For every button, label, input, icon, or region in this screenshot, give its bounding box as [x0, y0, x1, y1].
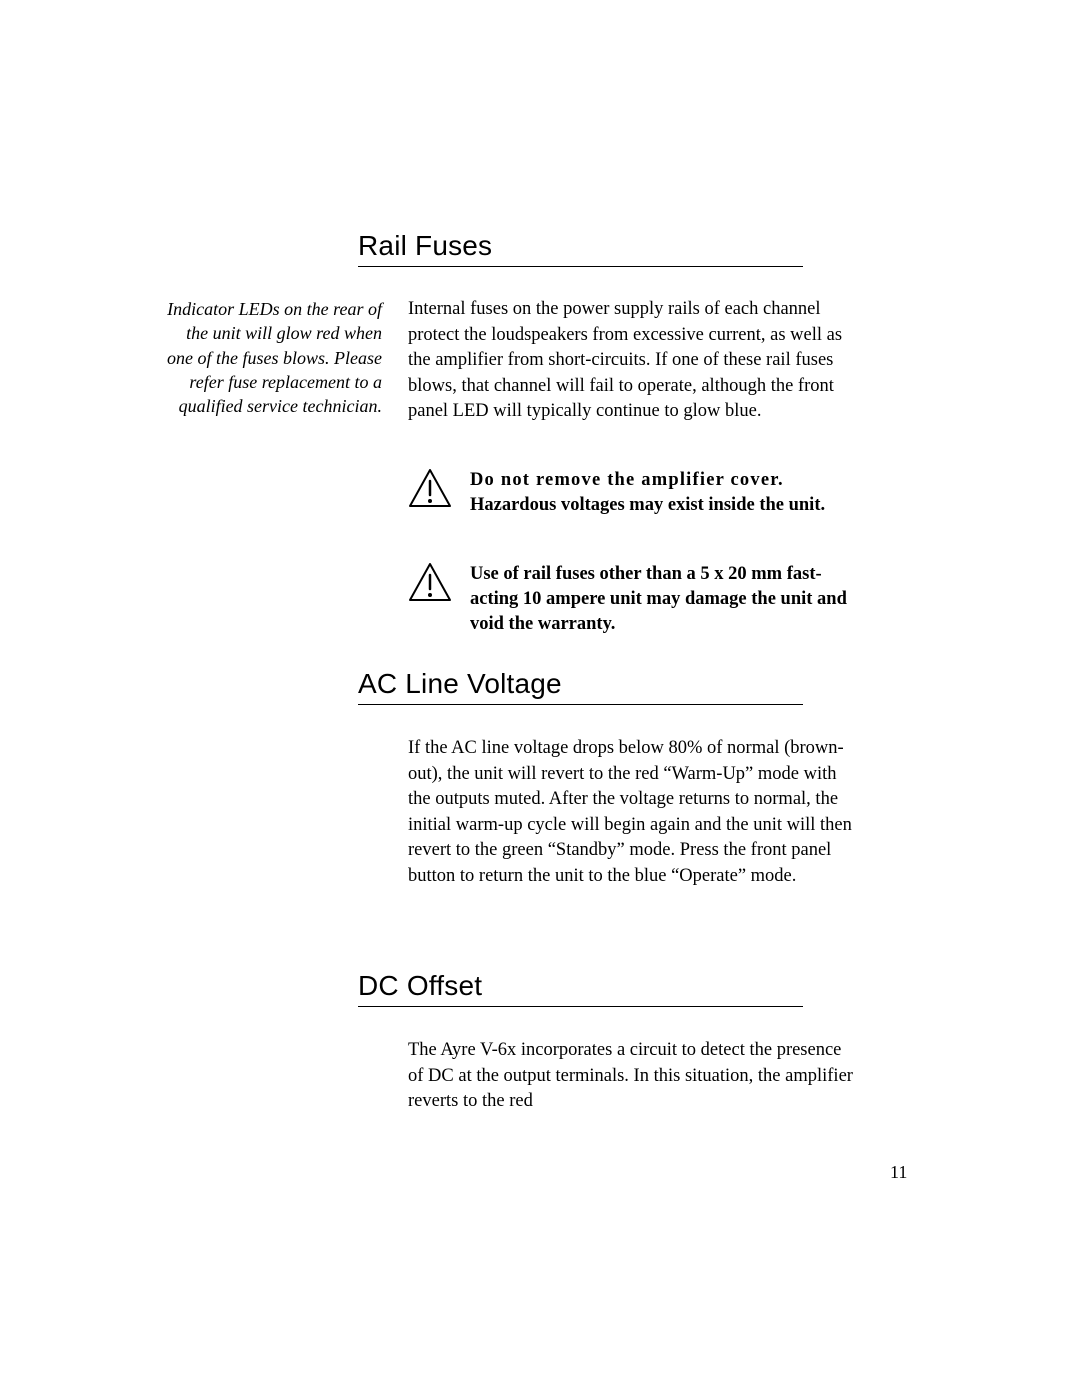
body-dc-offset: The Ayre V-6x incorporates a circuit to … [408, 1038, 853, 1115]
body-ac-line: If the AC line voltage drops below 80% o… [408, 736, 853, 889]
warning-2-text: Use of rail fuses other than a 5 x 20 mm… [470, 562, 853, 637]
warning-triangle-icon [408, 468, 452, 510]
heading-rail-fuses: Rail Fuses [358, 230, 803, 267]
warning-1-text: Do not remove the amplifier cover. Hazar… [470, 468, 853, 518]
body-rail-fuses: Internal fuses on the power supply rails… [408, 297, 853, 425]
sidenote-rail-fuses: Indicator LEDs on the rear of the unit w… [162, 297, 382, 418]
warning-1: Do not remove the amplifier cover. Hazar… [408, 468, 853, 518]
manual-page: Rail Fuses Indicator LEDs on the rear of… [0, 0, 1080, 1397]
warning-2: Use of rail fuses other than a 5 x 20 mm… [408, 562, 853, 637]
page-number: 11 [890, 1162, 907, 1183]
heading-dc-offset: DC Offset [358, 970, 803, 1007]
heading-ac-line: AC Line Voltage [358, 668, 803, 705]
warning-triangle-icon [408, 562, 452, 604]
